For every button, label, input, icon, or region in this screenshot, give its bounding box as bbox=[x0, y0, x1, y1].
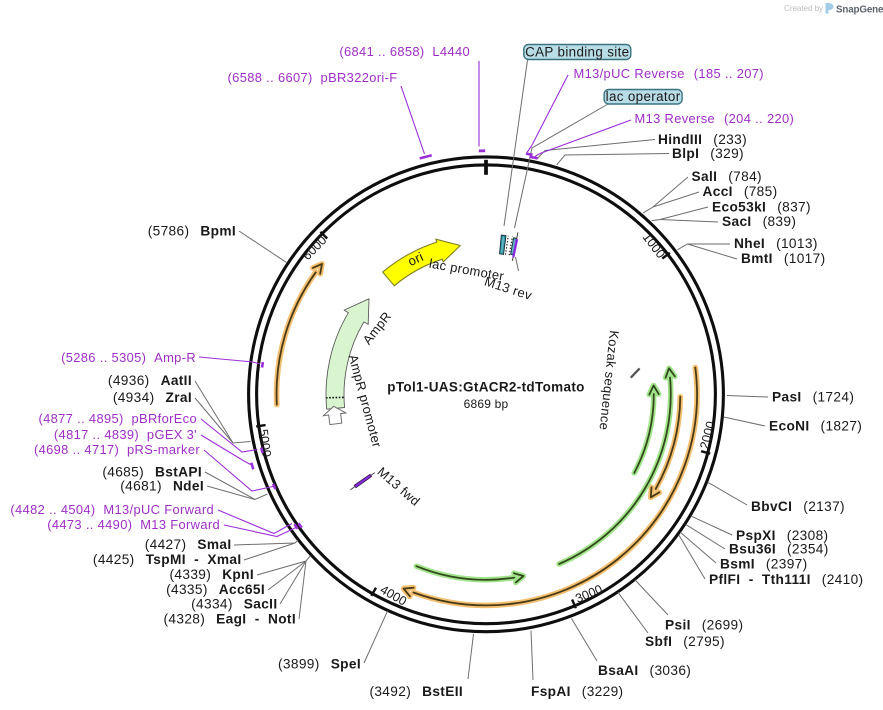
svg-text:PflFI - Tth111I(2410): PflFI - Tth111I (2410) bbox=[709, 572, 863, 587]
svg-text:(4482 .. 4504) M13/pUC Forwar: (4482 .. 4504) M13/pUC Forward bbox=[10, 502, 214, 517]
svg-text:EcoNI(1827): EcoNI (1827) bbox=[769, 419, 862, 434]
svg-text:6869 bp: 6869 bp bbox=[464, 397, 509, 411]
svg-text:HindIII(233): HindIII (233) bbox=[658, 132, 747, 147]
svg-text:(4328)EagI - NotI: (4328) EagI - NotI bbox=[163, 612, 296, 627]
svg-text:(5786)BpmI: (5786) BpmI bbox=[148, 224, 236, 239]
svg-text:lac operator: lac operator bbox=[606, 89, 681, 104]
svg-text:(3899)SpeI: (3899) SpeI bbox=[278, 657, 361, 672]
svg-text:pTol1-UAS:GtACR2-tdTomato: pTol1-UAS:GtACR2-tdTomato bbox=[387, 380, 584, 395]
svg-text:AccI(785): AccI (785) bbox=[703, 184, 778, 199]
svg-text:(4936)AatII: (4936) AatII bbox=[108, 373, 192, 388]
svg-text:BlpI(329): BlpI (329) bbox=[672, 146, 744, 161]
svg-text:2000: 2000 bbox=[697, 420, 718, 451]
svg-text:(6588 .. 6607) pBR322ori-F: (6588 .. 6607) pBR322ori-F bbox=[228, 70, 398, 85]
svg-text:(5286 .. 5305) Amp-R: (5286 .. 5305) Amp-R bbox=[61, 350, 196, 365]
svg-text:(4681)NdeI: (4681) NdeI bbox=[120, 479, 204, 494]
svg-text:(4817 .. 4839) pGEX 3': (4817 .. 4839) pGEX 3' bbox=[54, 427, 197, 442]
svg-text:(4334)SacII: (4334) SacII bbox=[191, 597, 277, 612]
svg-text:BmtI(1017): BmtI (1017) bbox=[741, 251, 826, 266]
svg-text:(4473 .. 4490) M13 Forward: (4473 .. 4490) M13 Forward bbox=[47, 517, 220, 532]
svg-text:SbfI(2795): SbfI (2795) bbox=[645, 634, 725, 649]
svg-text:(4339)KpnI: (4339) KpnI bbox=[170, 567, 254, 582]
svg-text:CAP binding site: CAP binding site bbox=[525, 44, 629, 59]
svg-text:Created by: Created by bbox=[784, 4, 824, 13]
svg-text:BsmI(2397): BsmI (2397) bbox=[720, 557, 808, 572]
svg-text:(4698 .. 4717) pRS-marker: (4698 .. 4717) pRS-marker bbox=[34, 442, 200, 457]
svg-text:(4685)BstAPI: (4685) BstAPI bbox=[102, 465, 202, 480]
svg-text:(4427)SmaI: (4427) SmaI bbox=[145, 537, 232, 552]
svg-text:(4934)ZraI: (4934) ZraI bbox=[113, 390, 192, 405]
svg-text:(4877 .. 4895) pBRforEco: (4877 .. 4895) pBRforEco bbox=[38, 411, 197, 426]
svg-text:SnapGene: SnapGene bbox=[836, 4, 883, 15]
svg-text:FspAI(3229): FspAI (3229) bbox=[531, 684, 623, 699]
svg-text:BbvCI(2137): BbvCI (2137) bbox=[751, 499, 845, 514]
svg-text:NheI(1013): NheI (1013) bbox=[734, 236, 818, 251]
svg-text:(3492)BstEII: (3492) BstEII bbox=[369, 684, 463, 699]
svg-text:M13/pUC Reverse(185 .. 207): M13/pUC Reverse (185 .. 207) bbox=[574, 66, 764, 81]
svg-text:BsaAI(3036): BsaAI (3036) bbox=[598, 663, 691, 678]
svg-text:M13 Reverse(204 .. 220): M13 Reverse (204 .. 220) bbox=[635, 111, 795, 126]
svg-text:Eco53kI(837): Eco53kI (837) bbox=[712, 200, 811, 215]
svg-text:SalI(784): SalI (784) bbox=[692, 169, 762, 184]
svg-text:(6841 .. 6858) L4440: (6841 .. 6858) L4440 bbox=[339, 44, 470, 59]
svg-text:ori: ori bbox=[405, 249, 425, 269]
svg-text:SacI(839): SacI (839) bbox=[722, 214, 796, 229]
svg-text:(4335)Acc65I: (4335) Acc65I bbox=[166, 582, 265, 597]
svg-text:PspXI(2308): PspXI (2308) bbox=[736, 528, 828, 543]
svg-text:(4425)TspMI - XmaI: (4425) TspMI - XmaI bbox=[93, 552, 242, 567]
svg-text:Bsu36I(2354): Bsu36I (2354) bbox=[729, 542, 829, 557]
svg-text:PasI(1724): PasI (1724) bbox=[772, 390, 854, 405]
svg-text:5000: 5000 bbox=[256, 428, 274, 458]
svg-text:PsiI(2699): PsiI (2699) bbox=[665, 618, 743, 633]
